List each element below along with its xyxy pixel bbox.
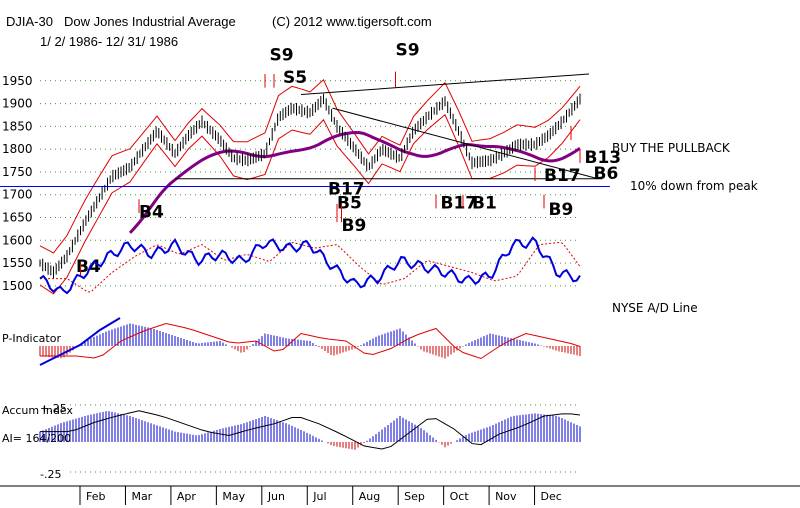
price-tick-label: 1500 [2, 279, 33, 293]
p-indicator-lead-line [39, 317, 121, 366]
ai-score-label: AI= 164/200 [2, 432, 71, 445]
month-label: Oct [450, 490, 470, 503]
signal-label: S5 [283, 68, 307, 88]
signal-label: B13 [585, 148, 622, 168]
price-tick-label: 1700 [2, 188, 33, 202]
chart-title: Dow Jones Industrial Average [64, 14, 236, 29]
signal-label: B6 [594, 164, 619, 184]
signal-label: B4 [76, 257, 101, 277]
price-tick-label: 1750 [2, 165, 33, 179]
price-tick-label: 1800 [2, 142, 33, 156]
downward-trendline [332, 107, 599, 180]
p-indicator-panel [39, 317, 581, 366]
upper-trendline [300, 73, 590, 95]
chart-symbol: DJIA-30 [6, 14, 53, 29]
signal-label: B9 [549, 200, 574, 220]
p-indicator-label: P-Indicator [2, 332, 61, 345]
moving-average-line [128, 131, 581, 234]
chart-date-range: 1/ 2/ 1986- 12/ 31/ 1986 [40, 34, 178, 49]
price-panel: 1500 1550 1600 1650 1700 1750 1800 1850 1900 1950… [0, 41, 622, 295]
signal-label: B17 [328, 180, 365, 200]
price-tick-label: 1950 [2, 74, 33, 88]
signal-label: S9 [270, 45, 294, 65]
signal-label: B17 [544, 166, 581, 186]
accum-top-tick: +.25 [40, 402, 67, 415]
month-label: Jul [312, 490, 326, 503]
month-label: Jun [267, 490, 285, 503]
accum-index-panel [39, 404, 581, 473]
month-label: Apr [177, 490, 197, 503]
month-label: Mar [131, 490, 152, 503]
month-axis: Feb Mar Apr May Jun Jul Aug Sep Oct Nov Dec [0, 485, 800, 505]
ad-line-panel [39, 236, 581, 295]
ten-percent-down-note: 10% down from peak [630, 179, 758, 193]
month-label: Aug [359, 490, 380, 503]
price-tick-label: 1850 [2, 119, 33, 133]
ad-line-moving-average [40, 241, 581, 293]
accum-index-label: Accum Index [2, 404, 73, 417]
month-label: May [222, 490, 245, 503]
signal-label: B1 [472, 193, 497, 213]
buy-the-pullback-note: BUY THE PULLBACK [612, 141, 731, 155]
month-label: Sep [404, 490, 425, 503]
accum-index-moving-average [40, 410, 581, 450]
signal-label: B5 [337, 193, 362, 213]
price-tick-label: 1550 [2, 256, 33, 270]
month-label: Nov [495, 490, 517, 503]
ad-line-label: NYSE A/D Line [612, 301, 698, 315]
chart-copyright: (C) 2012 www.tigersoft.com [272, 14, 432, 29]
ad-line [39, 236, 581, 295]
month-label: Dec [541, 490, 562, 503]
price-tick-label: 1600 [2, 233, 33, 247]
accum-bottom-tick: -.25 [40, 468, 61, 481]
signal-label: S9 [396, 41, 420, 61]
price-tick-label: 1900 [2, 97, 33, 111]
lower-band-line [39, 113, 581, 295]
signal-label: B17 [441, 193, 478, 213]
month-label: Feb [86, 490, 105, 503]
signal-label: B9 [342, 216, 367, 236]
price-tick-label: 1650 [2, 211, 33, 225]
upper-band-line [39, 79, 581, 254]
signal-label: B4 [139, 203, 164, 223]
p-indicator-moving-average [40, 322, 581, 360]
